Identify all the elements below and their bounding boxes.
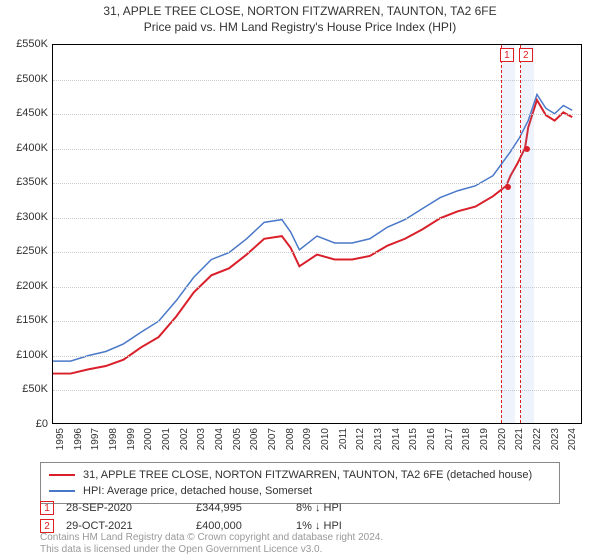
xtick-label: 1998 [108,428,119,450]
sale-marker-band [520,45,534,423]
chart-title: 31, APPLE TREE CLOSE, NORTON FITZWARREN,… [0,4,600,18]
ytick-label: £500K [2,73,48,85]
xtick-label: 2017 [444,428,455,450]
sale-change: 8% ↓ HPI [296,502,396,514]
sale-marker-band [501,45,515,423]
sale-marker-badge: 1 [500,48,514,62]
xtick-label: 2022 [532,428,543,450]
title-block: 31, APPLE TREE CLOSE, NORTON FITZWARREN,… [0,0,600,34]
ytick-label: £200K [2,280,48,292]
legend-swatch [49,490,75,492]
sale-price: £344,995 [196,502,296,514]
chart-container: 31, APPLE TREE CLOSE, NORTON FITZWARREN,… [0,0,600,560]
xtick-label: 2012 [355,428,366,450]
chart-subtitle: Price paid vs. HM Land Registry's House … [0,20,600,34]
xtick-label: 2000 [143,428,154,450]
legend-item: 31, APPLE TREE CLOSE, NORTON FITZWARREN,… [49,467,551,483]
sale-marker-point [524,146,530,152]
plot-area [52,44,582,424]
xtick-label: 2013 [373,428,384,450]
xtick-label: 2008 [285,428,296,450]
ytick-label: £250K [2,245,48,257]
sale-badge: 2 [40,519,54,533]
xtick-label: 2020 [497,428,508,450]
sale-change: 1% ↓ HPI [296,520,396,532]
sale-row: 1 28-SEP-2020£344,9958% ↓ HPI [40,500,560,516]
sale-badge: 1 [40,501,54,515]
ytick-label: £400K [2,142,48,154]
xtick-label: 2024 [567,428,578,450]
sales-table: 1 28-SEP-2020£344,9958% ↓ HPI 2 29-OCT-2021… [40,500,560,536]
ytick-label: £300K [2,211,48,223]
xtick-label: 2021 [514,428,525,450]
sale-date: 29-OCT-2021 [66,520,196,532]
xtick-label: 2003 [196,428,207,450]
ytick-label: £350K [2,176,48,188]
xtick-label: 2010 [320,428,331,450]
footnote-line-1: Contains HM Land Registry data © Crown c… [40,532,383,543]
xtick-label: 2005 [232,428,243,450]
ytick-label: £100K [2,349,48,361]
sale-marker-point [505,184,511,190]
ytick-label: £450K [2,107,48,119]
legend-item: HPI: Average price, detached house, Some… [49,483,551,499]
xtick-label: 2023 [550,428,561,450]
sale-date: 28-SEP-2020 [66,502,196,514]
series-line [53,100,572,374]
legend-swatch [49,474,75,476]
xtick-label: 2019 [479,428,490,450]
xtick-label: 2001 [161,428,172,450]
legend-label: 31, APPLE TREE CLOSE, NORTON FITZWARREN,… [83,469,532,481]
sale-price: £400,000 [196,520,296,532]
xtick-label: 1995 [55,428,66,450]
footnote: Contains HM Land Registry data © Crown c… [40,532,383,556]
xtick-label: 2004 [214,428,225,450]
xtick-label: 2016 [426,428,437,450]
ytick-label: £150K [2,314,48,326]
ytick-label: £550K [2,38,48,50]
xtick-label: 1999 [126,428,137,450]
xtick-label: 1997 [90,428,101,450]
xtick-label: 2007 [267,428,278,450]
legend-label: HPI: Average price, detached house, Some… [83,485,312,497]
xtick-label: 1996 [73,428,84,450]
xtick-label: 2011 [338,428,349,450]
ytick-label: £50K [2,383,48,395]
xtick-label: 2014 [391,428,402,450]
xtick-label: 2018 [461,428,472,450]
xtick-label: 2002 [179,428,190,450]
ytick-label: £0 [2,418,48,430]
xtick-label: 2009 [302,428,313,450]
xtick-label: 2015 [408,428,419,450]
xtick-label: 2006 [249,428,260,450]
sale-marker-badge: 2 [519,48,533,62]
footnote-line-2: This data is licensed under the Open Gov… [40,544,322,555]
legend-box: 31, APPLE TREE CLOSE, NORTON FITZWARREN,… [40,462,560,504]
